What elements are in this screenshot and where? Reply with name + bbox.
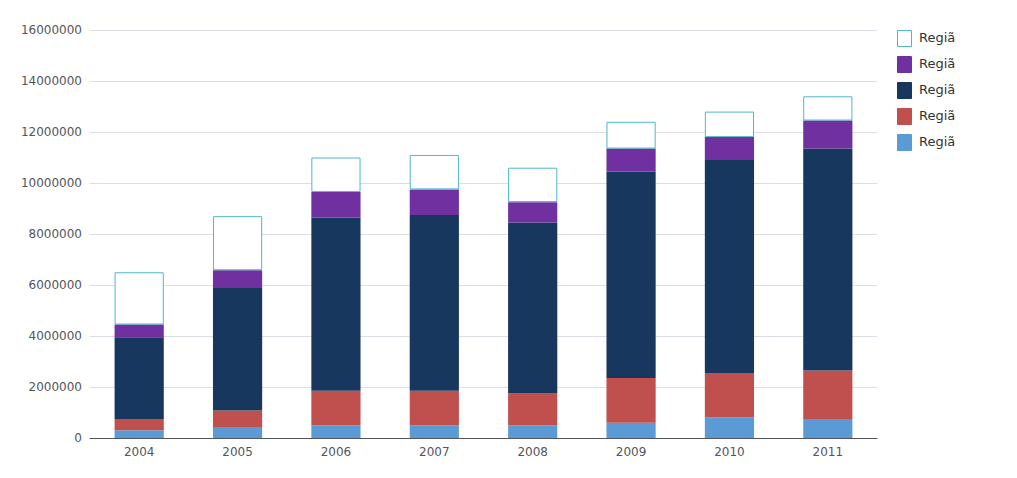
svg-text:14000000: 14000000 xyxy=(21,74,82,88)
svg-text:Regiã: Regiã xyxy=(919,30,955,45)
svg-text:Regiã: Regiã xyxy=(919,108,955,123)
svg-text:Regiã: Regiã xyxy=(919,134,955,149)
svg-text:2005: 2005 xyxy=(222,445,253,459)
svg-text:Regiã: Regiã xyxy=(919,56,955,71)
svg-text:4000000: 4000000 xyxy=(29,329,82,343)
svg-text:2011: 2011 xyxy=(813,445,844,459)
svg-text:2009: 2009 xyxy=(616,445,647,459)
svg-text:8000000: 8000000 xyxy=(29,227,82,241)
svg-text:Regiã: Regiã xyxy=(919,82,955,97)
svg-text:2000000: 2000000 xyxy=(29,380,82,394)
svg-text:2004: 2004 xyxy=(124,445,155,459)
svg-text:10000000: 10000000 xyxy=(21,176,82,190)
svg-text:2006: 2006 xyxy=(321,445,352,459)
svg-text:6000000: 6000000 xyxy=(29,278,82,292)
svg-text:2007: 2007 xyxy=(419,445,450,459)
svg-text:2010: 2010 xyxy=(714,445,745,459)
svg-text:2008: 2008 xyxy=(517,445,548,459)
svg-text:16000000: 16000000 xyxy=(21,23,82,37)
svg-text:0: 0 xyxy=(74,431,82,445)
svg-text:12000000: 12000000 xyxy=(21,125,82,139)
